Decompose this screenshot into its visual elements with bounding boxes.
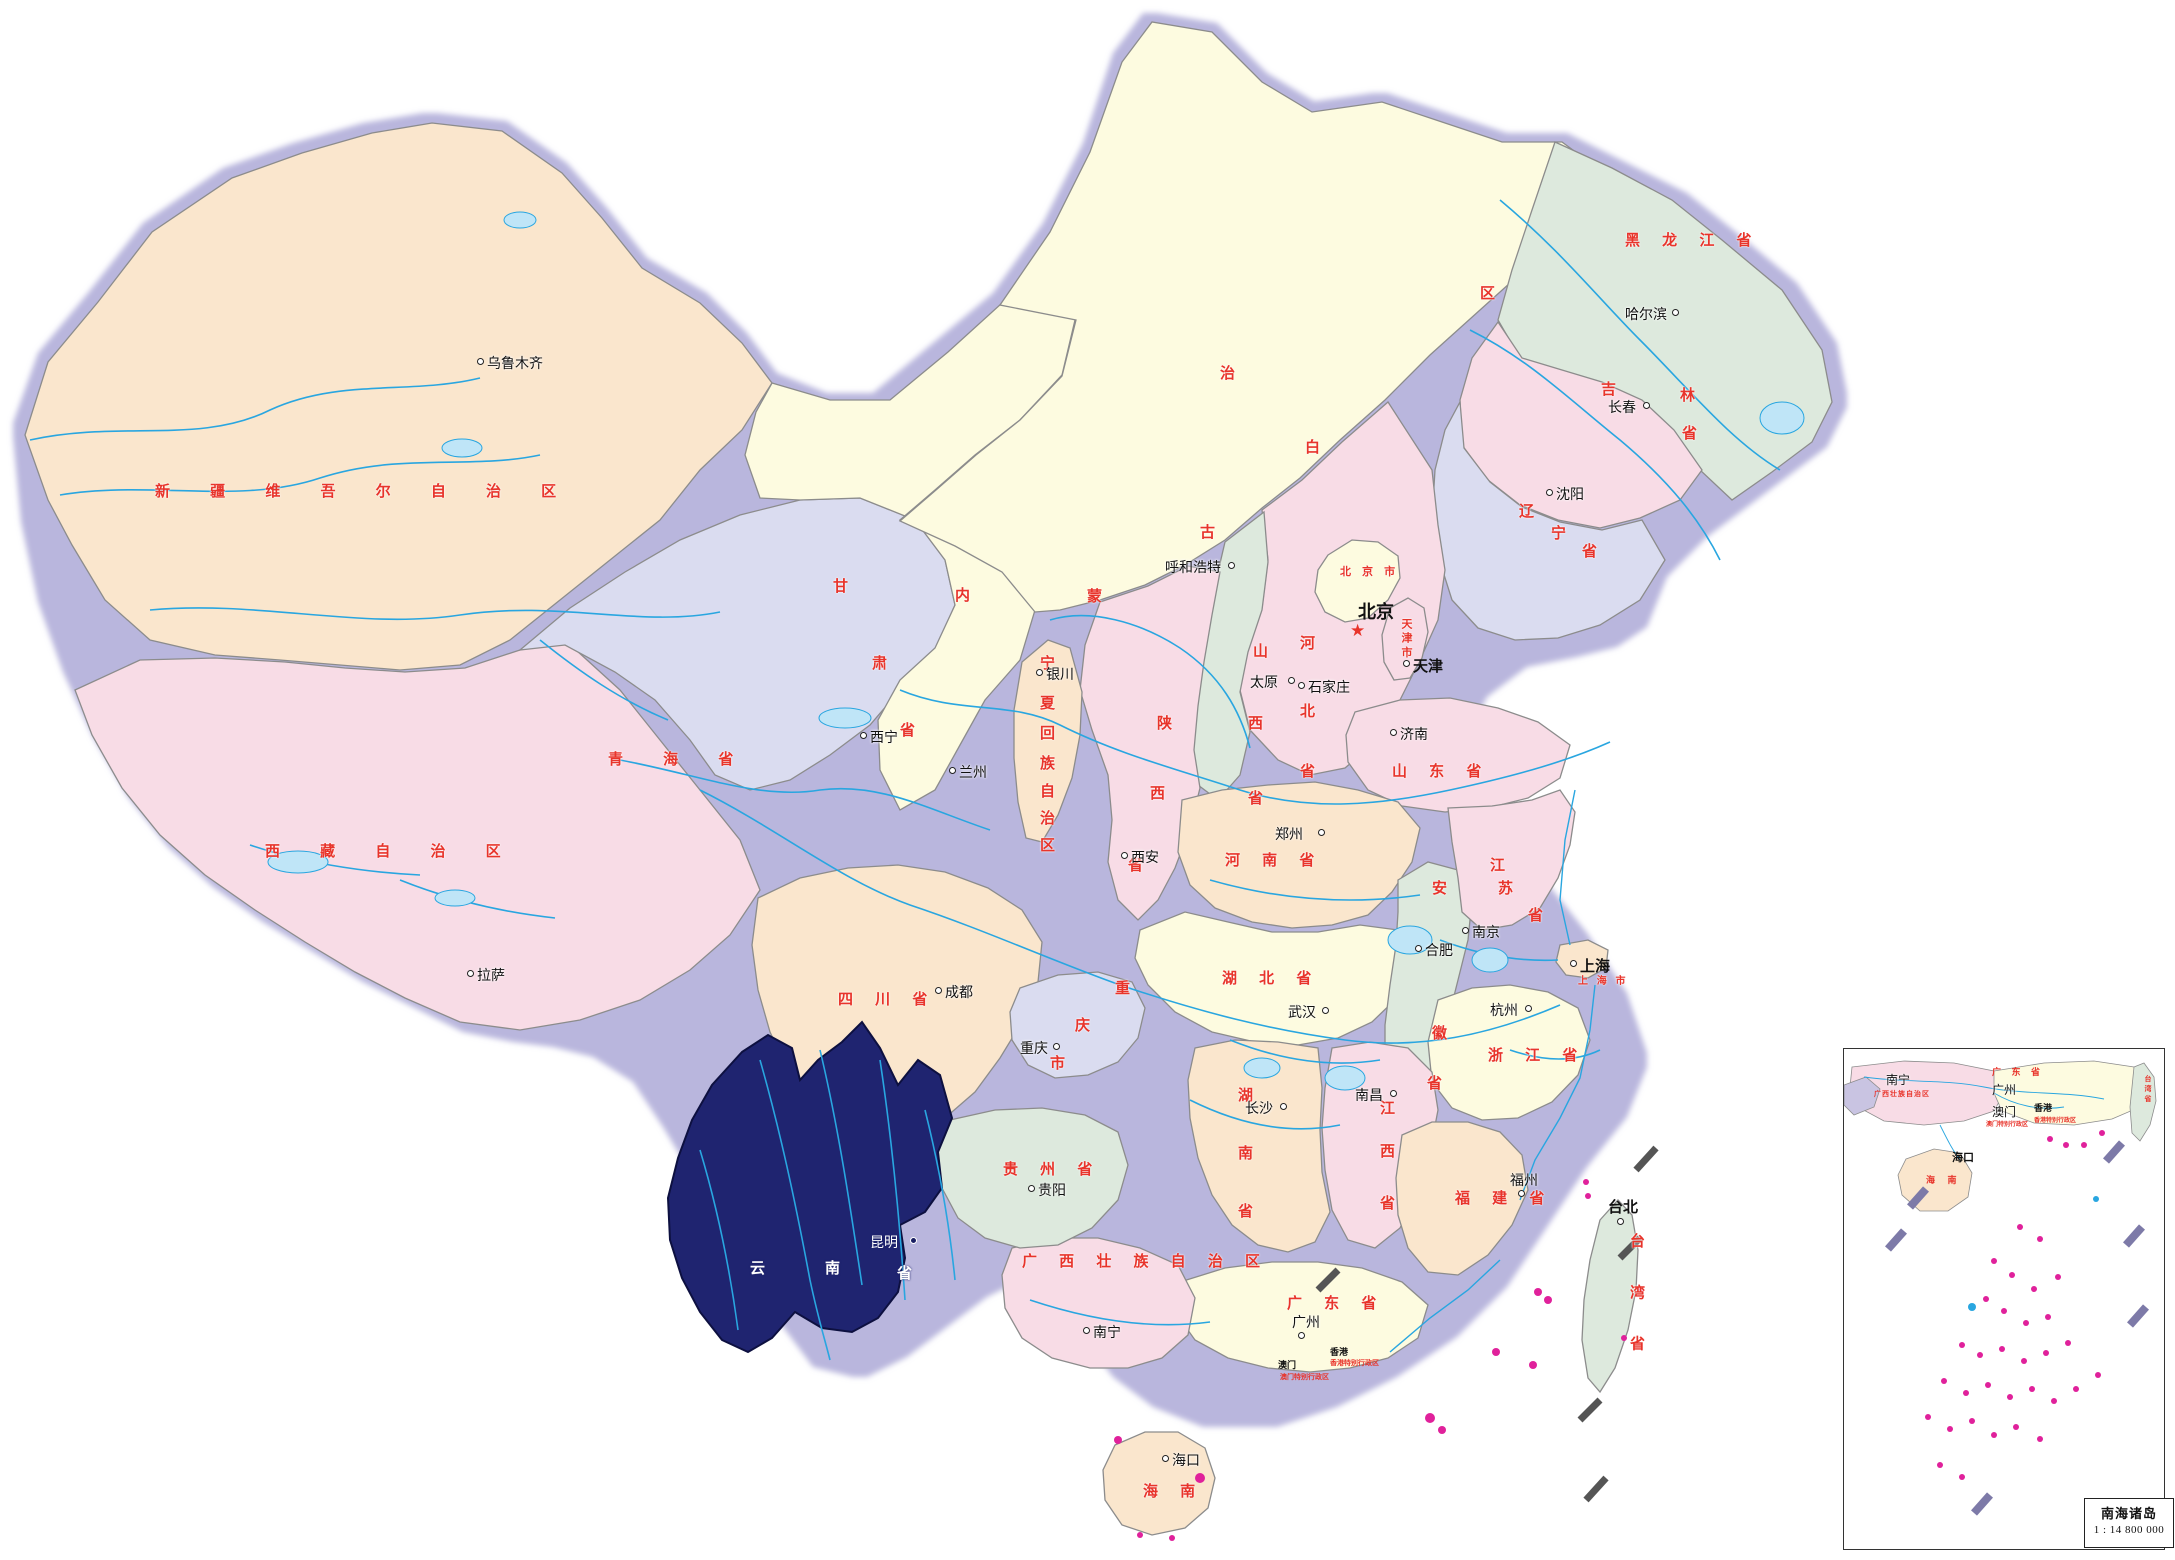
province-hunan bbox=[1187, 1039, 1331, 1253]
province-yunnan-highlighted bbox=[666, 1020, 954, 1354]
province-taiwan bbox=[1581, 1199, 1639, 1394]
city-dot-guiyang bbox=[1028, 1185, 1035, 1192]
inset-scale: 1 : 14 800 000 bbox=[2093, 1524, 2165, 1536]
city-dot-yinchuan bbox=[1036, 669, 1043, 676]
inset-title-scale-box: 南海诸岛 1 : 14 800 000 bbox=[2084, 1498, 2174, 1548]
city-dot-kunming bbox=[910, 1237, 917, 1244]
inset-blue-markers bbox=[1968, 1196, 2099, 1311]
province-polygons bbox=[24, 21, 1833, 1536]
city-dot-guangzhou bbox=[1298, 1332, 1305, 1339]
city-dot-tianjin bbox=[1403, 660, 1410, 667]
city-dot-shijiazhuang bbox=[1298, 682, 1305, 689]
province-inner-mongolia bbox=[898, 21, 1601, 613]
city-dot-lhasa bbox=[467, 970, 474, 977]
city-dot-hangzhou bbox=[1525, 1005, 1532, 1012]
inset-title: 南海诸岛 bbox=[2100, 1506, 2157, 1521]
south-china-sea-inset: 南宁 广西壮族自治区 广 东 省 广州 澳门 香港 澳门特别行政区 香港特别行政… bbox=[1843, 1048, 2165, 1550]
inset-taiwan bbox=[2129, 1062, 2157, 1142]
city-dot-haikou bbox=[1162, 1455, 1169, 1462]
boundary-dash-marks bbox=[1315, 1145, 1659, 1503]
city-dot-nanchang bbox=[1390, 1090, 1397, 1097]
province-chongqing bbox=[1009, 971, 1146, 1079]
inset-hainan bbox=[1897, 1148, 1973, 1212]
city-dot-hohhot bbox=[1228, 562, 1235, 569]
province-zhejiang bbox=[1427, 984, 1591, 1121]
province-fujian bbox=[1395, 1121, 1529, 1276]
province-tibet bbox=[74, 639, 761, 1031]
province-jiangsu bbox=[1447, 789, 1576, 931]
inset-map-svg bbox=[1844, 1060, 2157, 1516]
city-dot-harbin bbox=[1672, 309, 1679, 316]
city-dot-jinan bbox=[1390, 729, 1397, 736]
city-dot-zhengzhou bbox=[1318, 829, 1325, 836]
city-dot-lanzhou bbox=[949, 767, 956, 774]
island-markers bbox=[1114, 1179, 1643, 1541]
city-dot-changchun bbox=[1643, 402, 1650, 409]
city-dot-fuzhou bbox=[1518, 1190, 1525, 1197]
province-hubei bbox=[1134, 911, 1413, 1046]
city-dot-xian bbox=[1121, 852, 1128, 859]
city-dot-changsha bbox=[1280, 1103, 1287, 1110]
inset-boundary-marks bbox=[1885, 1140, 2149, 1516]
city-dot-taiyuan bbox=[1288, 677, 1295, 684]
capital-star-icon: ★ bbox=[1350, 621, 1366, 640]
city-dot-chongqing bbox=[1053, 1043, 1060, 1050]
province-beijing bbox=[1314, 539, 1401, 623]
province-henan bbox=[1177, 781, 1421, 929]
inset-guangdong bbox=[1993, 1060, 2150, 1126]
province-tianjin bbox=[1381, 597, 1429, 681]
rivers-layer bbox=[29, 199, 1781, 1361]
city-dot-shanghai bbox=[1570, 960, 1577, 967]
province-guizhou bbox=[937, 1107, 1129, 1249]
province-ningxia bbox=[1013, 639, 1083, 843]
province-guangdong bbox=[1174, 1261, 1429, 1373]
city-dot-urumqi bbox=[477, 358, 484, 365]
city-dot-nanning bbox=[1083, 1327, 1090, 1334]
city-dot-taipei bbox=[1617, 1218, 1624, 1225]
city-dot-nanjing bbox=[1462, 927, 1469, 934]
city-dot-chengdu bbox=[935, 987, 942, 994]
province-guangxi bbox=[1001, 1237, 1196, 1369]
province-hainan bbox=[1102, 1431, 1216, 1536]
province-shandong bbox=[1345, 697, 1571, 813]
city-dot-xining bbox=[860, 732, 867, 739]
lakes-layer bbox=[267, 211, 1805, 1091]
inset-island-markers bbox=[1925, 1130, 2105, 1480]
province-shanghai bbox=[1555, 939, 1609, 979]
province-xinjiang bbox=[24, 122, 773, 671]
city-dot-shenyang bbox=[1546, 489, 1553, 496]
city-dot-hefei bbox=[1415, 945, 1422, 952]
coastline-layer bbox=[1389, 789, 1596, 1353]
city-dot-wuhan bbox=[1322, 1007, 1329, 1014]
